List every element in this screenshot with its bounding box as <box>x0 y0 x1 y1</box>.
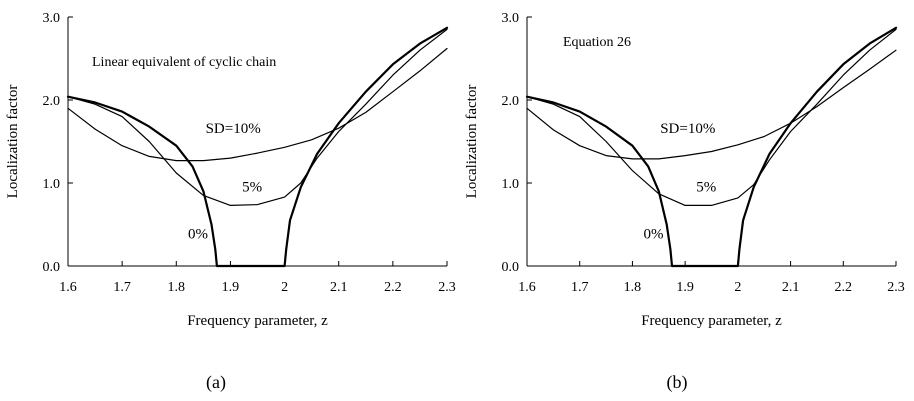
y-axis-title: Localization factor <box>464 85 480 199</box>
x-axis-title: Frequency parameter, z <box>641 313 782 329</box>
x-tick-label: 2.3 <box>887 280 905 295</box>
x-axis-title: Frequency parameter, z <box>187 313 328 329</box>
y-axis-title: Localization factor <box>5 85 21 199</box>
x-tick-label: 1.7 <box>113 280 131 295</box>
y-tick-label: 2.0 <box>43 94 61 109</box>
y-tick-label: 0.0 <box>502 260 520 275</box>
chart-annotation: Linear equivalent of cyclic chain <box>92 55 276 70</box>
series-label-0: 0% <box>188 227 208 243</box>
x-tick-label: 1.7 <box>571 280 589 295</box>
panel-caption-b: (b) <box>657 372 697 393</box>
x-tick-label: 2 <box>734 280 741 295</box>
x-tick-label: 1.9 <box>222 280 240 295</box>
y-tick-label: 3.0 <box>43 11 61 26</box>
y-tick-label: 2.0 <box>502 94 520 109</box>
x-tick-label: 1.6 <box>518 280 536 295</box>
series-label-2: SD=10% <box>660 121 715 137</box>
x-tick-label: 2.2 <box>835 280 853 295</box>
y-tick-label: 1.0 <box>43 177 61 192</box>
chart-a-svg: 0.0 1.0 2.0 3.0 1.6 1.7 1.8 1.9 2 2.1 2.2 2.3 Freque… <box>0 0 457 350</box>
x-tick-label: 2.3 <box>438 280 456 295</box>
x-tick-label: 2.2 <box>384 280 402 295</box>
y-tick-label: 1.0 <box>502 177 520 192</box>
chart-panel-a: 0.0 1.0 2.0 3.0 1.6 1.7 1.8 1.9 2 2.1 2.2 2.3 Freque… <box>0 0 457 401</box>
series-label-2: SD=10% <box>206 121 261 137</box>
y-tick-label: 0.0 <box>43 260 61 275</box>
series-label-1: 5% <box>242 179 262 195</box>
x-tick-label: 1.8 <box>168 280 186 295</box>
x-tick-label: 1.6 <box>59 280 77 295</box>
x-tick-label: 2 <box>281 280 288 295</box>
x-tick-label: 1.8 <box>624 280 642 295</box>
x-tick-label: 1.9 <box>676 280 694 295</box>
y-tick-label: 3.0 <box>502 11 520 26</box>
x-tick-label: 2.1 <box>782 280 800 295</box>
chart-b-svg: 0.0 1.0 2.0 3.0 1.6 1.7 1.8 1.9 2 2.1 2.2 2.3 Freque… <box>457 0 914 350</box>
chart-panel-b: 0.0 1.0 2.0 3.0 1.6 1.7 1.8 1.9 2 2.1 2.2 2.3 Freque… <box>457 0 914 401</box>
x-tick-label: 2.1 <box>330 280 348 295</box>
series-label-1: 5% <box>696 179 716 195</box>
chart-annotation: Equation 26 <box>563 35 631 50</box>
series-label-0: 0% <box>644 227 664 243</box>
panel-caption-a: (a) <box>196 372 236 393</box>
